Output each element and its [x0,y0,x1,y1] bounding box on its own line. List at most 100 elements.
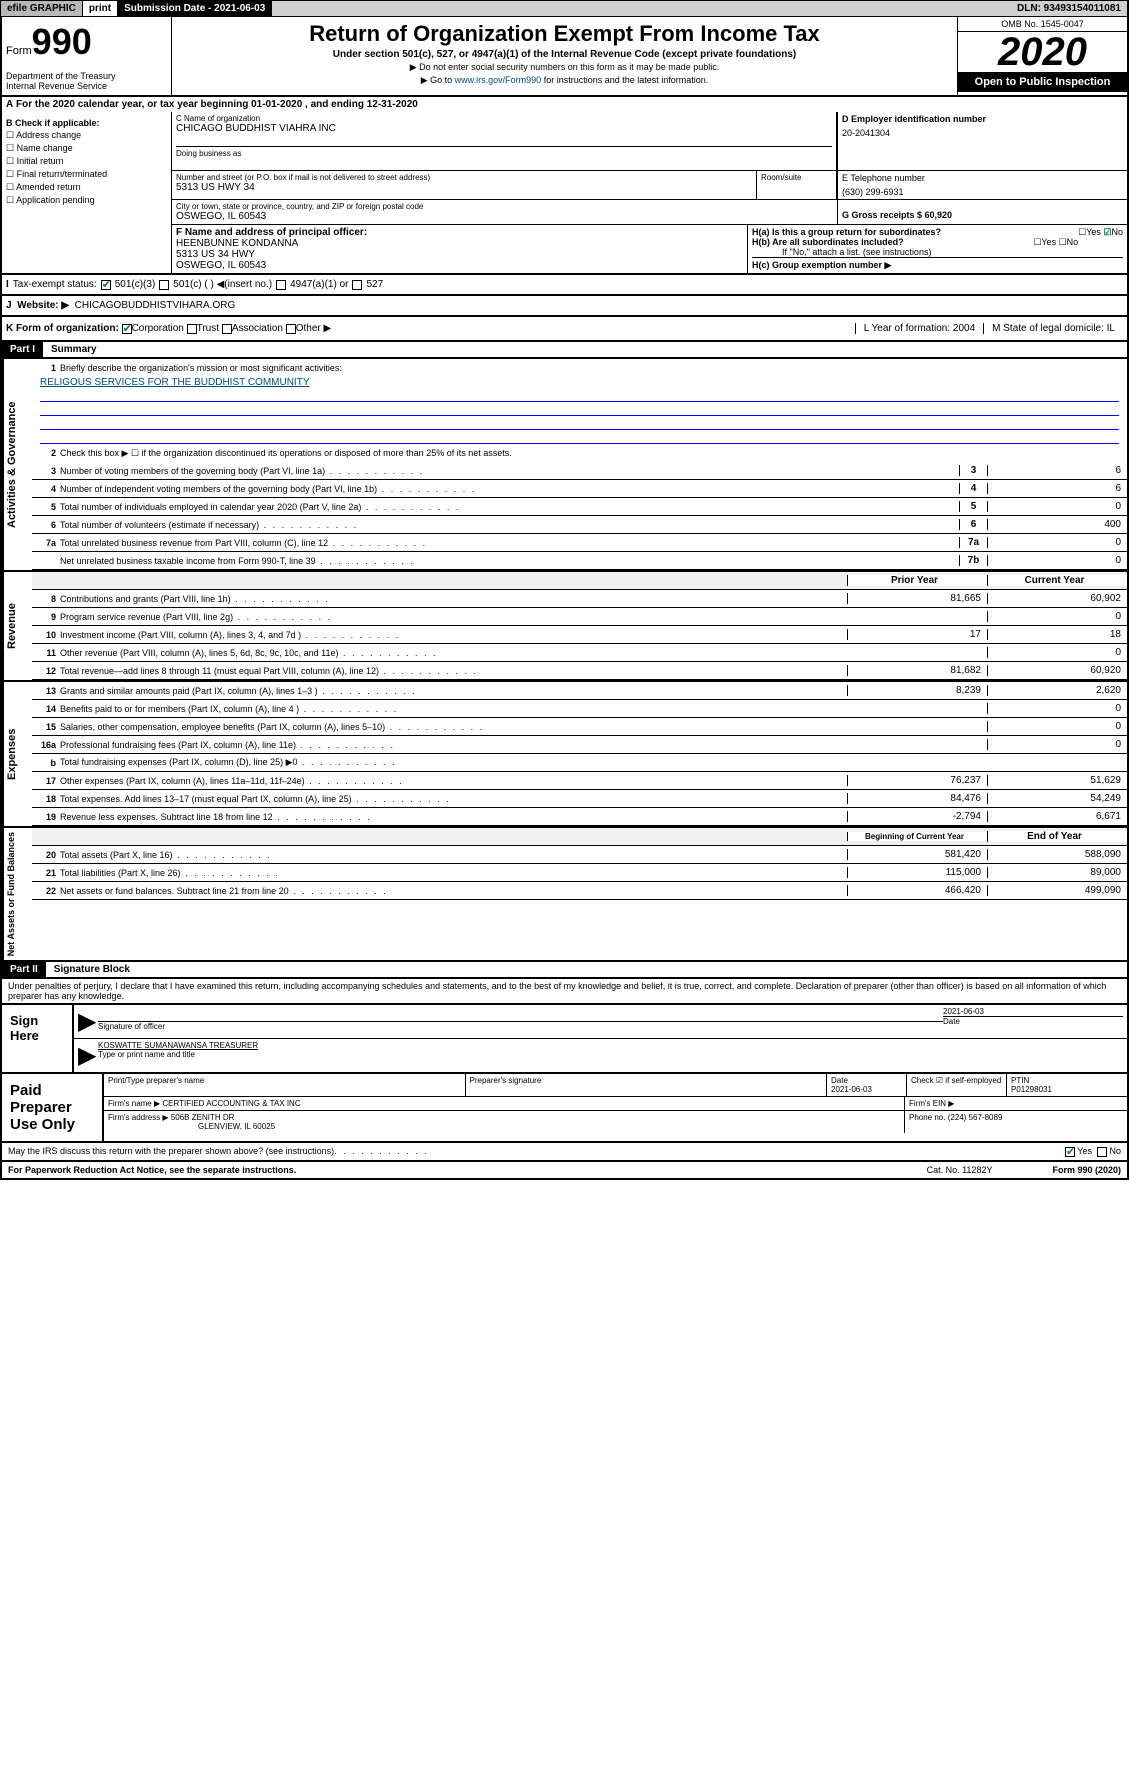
line-desc: Total expenses. Add lines 13–17 (must eq… [60,792,847,806]
self-employed-check[interactable]: Check ☑ if self-employed [911,1076,1001,1085]
prior-value: 81,682 [847,665,987,676]
form-header: Form990 Department of the Treasury Inter… [0,17,1129,97]
tax-year: 2020 [958,32,1127,72]
prior-value: 115,000 [847,867,987,878]
print-button[interactable]: print [83,1,118,16]
ptin-value: P01298031 [1011,1085,1052,1094]
checkbox-amended-return[interactable]: ☐ Amended return [6,182,167,193]
footer-form: Form 990 (2020) [1052,1165,1121,1175]
firm-phone: Phone no. (224) 567-8089 [909,1113,1002,1122]
ptin-label: PTIN [1011,1076,1029,1085]
prior-value: 8,239 [847,685,987,696]
checkbox-application-pending[interactable]: ☐ Application pending [6,195,167,206]
checkbox-initial-return[interactable]: ☐ Initial return [6,156,167,167]
phone-value: (630) 299-6931 [842,187,1123,197]
revenue-section: Revenue Prior Year Current Year 8Contrib… [0,570,1129,680]
firm-name: CERTIFIED ACCOUNTING & TAX INC [162,1099,300,1108]
line-num-cell: 7b [959,555,987,566]
line-desc: Total liabilities (Part X, line 26) [60,866,847,880]
paid-preparer-label: Paid Preparer Use Only [2,1074,102,1141]
line-desc: Net unrelated business taxable income fr… [60,554,959,568]
prior-value: 466,420 [847,885,987,896]
line-num-cell: 6 [959,519,987,530]
hc-question: H(c) Group exemption number ▶ [752,257,1123,271]
instruction-2: ▶ Go to www.irs.gov/Form990 for instruct… [176,75,953,86]
prior-value: 76,237 [847,775,987,786]
prior-value: 581,420 [847,849,987,860]
current-value: 60,902 [987,593,1127,604]
year-formation: L Year of formation: 2004 [855,323,983,334]
discuss-question: May the IRS discuss this return with the… [8,1146,334,1157]
checkbox-association[interactable] [222,324,232,334]
q1-label: Briefly describe the organization's miss… [60,361,1127,375]
firm-address-label: Firm's address ▶ [108,1113,169,1122]
side-label-governance: Activities & Governance [2,359,32,570]
firm-ein-label: Firm's EIN ▶ [909,1099,954,1108]
irs-link[interactable]: www.irs.gov/Form990 [455,75,542,85]
preparer-date-label: Date [831,1076,848,1085]
officer-addr2: OSWEGO, IL 60543 [176,260,743,271]
line-desc: Total revenue—add lines 8 through 11 (mu… [60,664,847,678]
org-name: CHICAGO BUDDHIST VIAHRA INC [176,123,832,134]
checkbox-final-return[interactable]: ☐ Final return/terminated [6,169,167,180]
preparer-date: 2021-06-03 [831,1085,872,1094]
line-value: 0 [987,537,1127,548]
current-value: 18 [987,629,1127,640]
k-label: K Form of organization: [6,323,119,334]
footer-cat: Cat. No. 11282Y [927,1165,993,1175]
officer-name: HEENBUNNE KONDANNA [176,238,743,249]
governance-section: Activities & Governance 1Briefly describ… [0,359,1129,570]
prior-value: -2,794 [847,811,987,822]
row-k-org-form: K Form of organization: Corporation Trus… [0,317,1129,342]
signature-label: Signature of officer [98,1021,943,1031]
discuss-no[interactable] [1097,1147,1107,1157]
department-label: Department of the Treasury Internal Reve… [6,71,167,91]
address-label: Number and street (or P.O. box if mail i… [176,173,752,182]
end-year-header: End of Year [987,831,1127,842]
side-label-net-assets: Net Assets or Fund Balances [2,828,32,960]
sign-here-label: Sign Here [2,1005,72,1072]
city-value: OSWEGO, IL 60543 [176,211,833,222]
tax-period: A For the 2020 calendar year, or tax yea… [0,97,1129,112]
line-desc: Revenue less expenses. Subtract line 18 … [60,810,847,824]
officer-addr1: 5313 US 34 HWY [176,249,743,260]
checkbox-501c3[interactable] [101,280,111,290]
line-desc: Salaries, other compensation, employee b… [60,720,847,734]
line-desc: Total assets (Part X, line 16) [60,848,847,862]
efile-graphic-button[interactable]: efile GRAPHIC [1,1,83,16]
current-value: 0 [987,721,1127,732]
checkbox-address-change[interactable]: ☐ Address change [6,130,167,141]
part-i-header: Part I Summary [0,342,1129,359]
line-value: 6 [987,465,1127,476]
firm-name-label: Firm's name ▶ [108,1099,160,1108]
line-desc: Professional fundraising fees (Part IX, … [60,738,847,752]
checkbox-4947[interactable] [276,280,286,290]
ein-value: 20-2041304 [842,128,1123,138]
side-label-revenue: Revenue [2,572,32,680]
line-desc: Number of voting members of the governin… [60,464,959,478]
discuss-yes[interactable] [1065,1147,1075,1157]
checkbox-other[interactable] [286,324,296,334]
checkbox-name-change[interactable]: ☐ Name change [6,143,167,154]
gross-receipts: G Gross receipts $ 60,920 [842,210,1123,220]
line-value: 0 [987,501,1127,512]
line-num-cell: 3 [959,465,987,476]
preparer-signature-label: Preparer's signature [470,1076,542,1085]
website-label: Website: ▶ [17,300,69,311]
line-value: 6 [987,483,1127,494]
current-value: 54,249 [987,793,1127,804]
checkbox-corporation[interactable] [122,324,132,334]
prior-value: 17 [847,629,987,640]
firm-address-1: 506B ZENITH DR [171,1113,235,1122]
form-number: 990 [32,21,92,62]
checkbox-trust[interactable] [187,324,197,334]
preparer-name-label: Print/Type preparer's name [108,1076,204,1085]
line-desc: Total unrelated business revenue from Pa… [60,536,959,550]
checkbox-501c[interactable] [159,280,169,290]
checkbox-527[interactable] [352,280,362,290]
officer-print-name: KOSWATTE SUMANAWANSA TREASURER [98,1041,1123,1050]
mission-text: RELIGOUS SERVICES FOR THE BUDDHIST COMMU… [40,377,1127,388]
line-num-cell: 4 [959,483,987,494]
ein-label: D Employer identification number [842,114,1123,124]
line-desc: Total number of individuals employed in … [60,500,959,514]
